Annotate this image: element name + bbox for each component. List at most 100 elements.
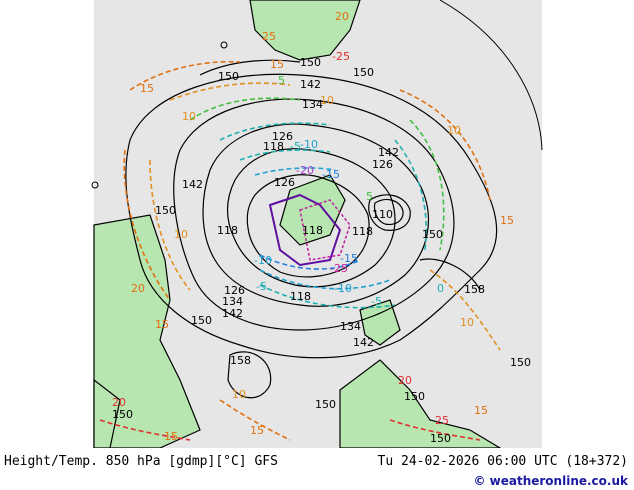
temp-label: 15: [500, 214, 514, 227]
height-label: 150: [353, 66, 374, 79]
height-label: 134: [302, 98, 323, 111]
isotherm-blue-10: [254, 167, 336, 176]
temp-label: 10: [174, 228, 188, 241]
temp-label: 10: [182, 110, 196, 123]
map-footer: Height/Temp. 850 hPa [gdmp][°C] GFS Tu 2…: [0, 448, 634, 490]
height-label: 126: [272, 130, 293, 143]
temp-label: 0: [437, 282, 444, 295]
height-label: 126: [372, 158, 393, 171]
land-americas: [93, 378, 121, 448]
temp-label: -10: [254, 254, 272, 267]
height-label: 142: [300, 78, 321, 91]
isotherm-orange-15b: [123, 149, 171, 301]
temp-label: -15: [340, 252, 358, 265]
location-markers: [91, 41, 228, 189]
isotherm-teal-5b: [259, 284, 396, 309]
temp-label: -5: [290, 140, 301, 153]
temp-label: -5: [256, 280, 267, 293]
isotherm-red-20: [99, 419, 191, 441]
isotherm-blue-15: [259, 254, 361, 270]
height-label: 118: [290, 290, 311, 303]
height-label: 134: [222, 295, 243, 308]
contour-158-east: [419, 258, 481, 291]
brand-link[interactable]: © weatheronline.co.uk: [473, 474, 628, 488]
isotherm-orange-15: [129, 60, 241, 91]
temp-label: 10: [232, 388, 246, 401]
height-label: 158: [464, 283, 485, 296]
land-asia-east: [339, 359, 502, 448]
height-label: 142: [378, 146, 399, 159]
temp-label: 25: [435, 414, 449, 427]
temp-label: 20: [112, 396, 126, 409]
height-label: 150: [218, 70, 239, 83]
temp-label: -25: [330, 262, 348, 275]
height-label: 150: [191, 314, 212, 327]
temp-label: 15: [164, 430, 178, 443]
polar-vortex-area: [268, 193, 351, 267]
isotherm-green-5b: [409, 119, 445, 251]
temperature-labels: 25 20 -25 15 15 10 10 5 0 -5 -10 -15 -20…: [112, 10, 514, 443]
height-label: 118: [302, 224, 323, 237]
height-label: 134: [340, 320, 361, 333]
contour-134: [202, 123, 430, 307]
isotherm-yellow-10: [149, 159, 191, 291]
map-title: Height/Temp. 850 hPa [gdmp][°C] GFS: [4, 454, 278, 469]
height-label: 126: [224, 284, 245, 297]
temp-label: -5: [371, 295, 382, 308]
height-label: 118: [263, 140, 284, 153]
isotherm-orange-10: [169, 82, 291, 101]
temp-label: 25: [262, 30, 276, 43]
height-label: 158: [230, 354, 251, 367]
isotherm-orange-15d: [219, 399, 291, 441]
height-label: 110: [372, 208, 393, 221]
weather-map: 150 150 150 142 134 126 118 142 126 142 …: [91, 0, 543, 448]
isotherm-cyan-0: [219, 122, 331, 141]
isotherm-red-25: [389, 419, 481, 441]
temp-label: 15: [250, 424, 264, 437]
projection-boundary: [439, 0, 543, 151]
contour-142: [173, 98, 455, 331]
height-label: 150: [404, 390, 425, 403]
temp-label: 10: [320, 94, 334, 107]
contour-110b: [373, 198, 404, 226]
height-label: 118: [352, 225, 373, 238]
isotherm-green-5: [189, 97, 301, 121]
contour-118: [246, 174, 370, 278]
height-label: 150: [510, 356, 531, 369]
contour-126: [226, 148, 396, 288]
marker-icon: [91, 181, 99, 189]
contour-158-south: [227, 351, 272, 399]
temp-label: 10: [460, 316, 474, 329]
temp-label: 5: [366, 190, 373, 203]
height-contour-labels: 150 150 150 142 134 126 118 142 126 142 …: [112, 56, 531, 445]
height-label: 142: [222, 307, 243, 320]
land-masses: [93, 0, 502, 448]
land-alaska: [359, 299, 401, 346]
contour-150-north: [199, 59, 301, 76]
temp-label: 5: [278, 74, 285, 87]
temp-label: -25: [332, 50, 350, 63]
valid-time: Tu 24-02-2026 06:00 UTC (18+372): [377, 454, 628, 469]
land-greenland-ish: [279, 174, 346, 246]
temp-label: -10: [300, 138, 318, 151]
height-label: 142: [353, 336, 374, 349]
isotherm-orange-15c: [399, 89, 491, 201]
temp-label: 10: [447, 124, 461, 137]
temp-label: 20: [131, 282, 145, 295]
temp-label: -20: [296, 164, 314, 177]
temp-label: -10: [334, 282, 352, 295]
land-scandinavia: [249, 0, 361, 61]
contour-110: [368, 194, 411, 231]
temp-label: 15: [270, 58, 284, 71]
isotherm-teal-5: [239, 149, 331, 161]
height-label: 118: [217, 224, 238, 237]
temp-label: 20: [335, 10, 349, 23]
land-europe-west: [93, 214, 201, 448]
height-label: 150: [155, 204, 176, 217]
height-label: 126: [274, 176, 295, 189]
isotherm-blue-10b: [259, 269, 391, 290]
height-label: 142: [182, 178, 203, 191]
temp-label: 15: [140, 82, 154, 95]
height-label: 150: [300, 56, 321, 69]
temp-label: -15: [322, 168, 340, 181]
